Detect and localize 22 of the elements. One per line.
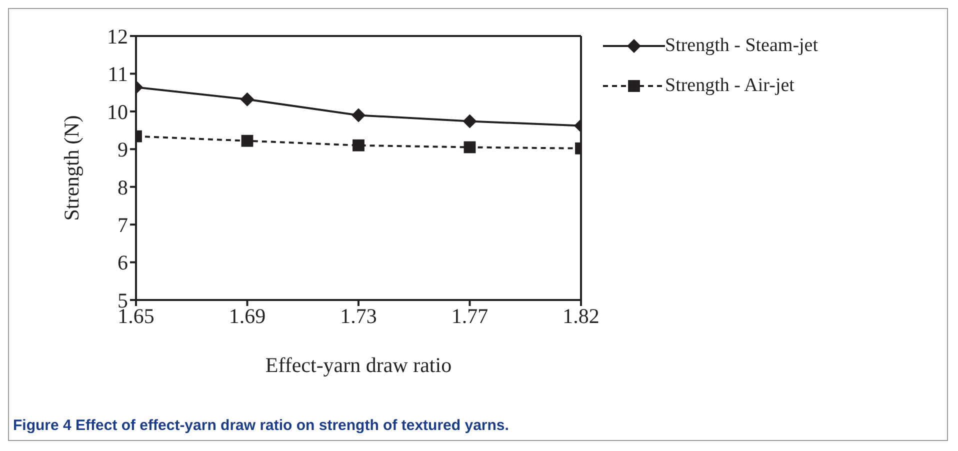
y-tick-label: 11 — [108, 62, 128, 86]
y-tick-label: 12 — [107, 24, 128, 48]
point — [240, 92, 254, 106]
y-axis-title: Strength (N) — [59, 115, 84, 221]
x-tick-label: 1.69 — [228, 304, 266, 328]
y-tick-label: 6 — [118, 250, 128, 275]
point — [462, 114, 477, 128]
x-tick-label: 1.77 — [451, 304, 488, 328]
point — [352, 139, 364, 152]
x-tick-label: 1.82 — [562, 304, 600, 328]
legend-label: Strength - Steam-jet — [665, 35, 818, 57]
point — [464, 141, 476, 154]
point — [352, 108, 366, 122]
y-tick-label: 7 — [118, 213, 128, 238]
x-axis-title: Effect-yarn draw ratio — [265, 353, 452, 377]
caption: Figure 4 Effect of effect-yarn draw ratio on strength of textured yarns. — [13, 417, 509, 434]
legend-label: Strength - Air-jet — [665, 75, 794, 97]
point — [241, 134, 254, 147]
y-tick-label: 8 — [118, 175, 128, 200]
y-tick-label: 9 — [118, 138, 128, 162]
y-tick-label: 10 — [107, 100, 128, 124]
x-tick-label: 1.73 — [340, 304, 377, 328]
